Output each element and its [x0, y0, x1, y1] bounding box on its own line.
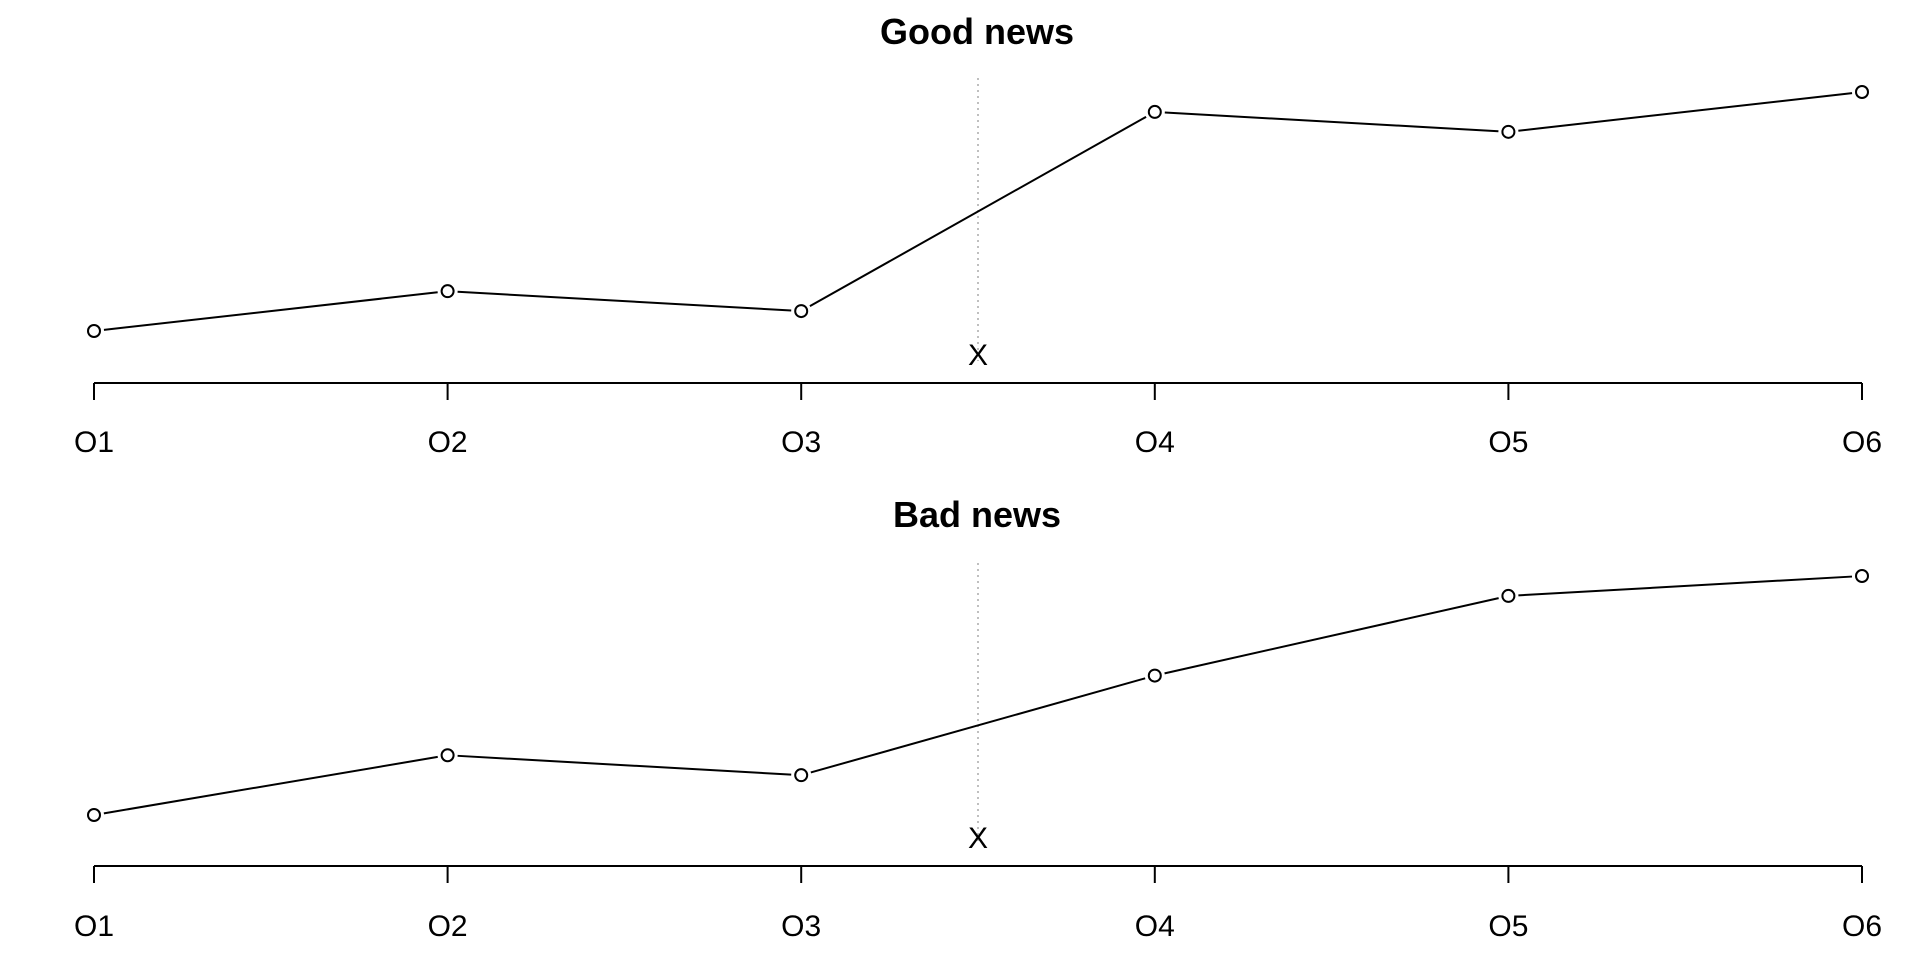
event-marker-label: X: [968, 339, 988, 372]
x-tick-label: O5: [1488, 910, 1528, 943]
chart-title: Good news: [880, 11, 1074, 52]
series-line-segment: [1518, 575, 1853, 597]
x-tick-label: O6: [1842, 910, 1882, 943]
data-point: [794, 768, 809, 783]
x-tick-label: O2: [428, 910, 468, 943]
series-line-segment: [1164, 597, 1499, 675]
series-line-segment: [457, 290, 792, 312]
x-tick-label: O4: [1135, 910, 1175, 943]
data-point: [440, 284, 455, 299]
data-point: [1501, 124, 1516, 139]
x-tick-label: O4: [1135, 426, 1175, 459]
series-line-segment: [1164, 111, 1499, 133]
data-point: [440, 748, 455, 763]
data-point: [1855, 569, 1869, 583]
series-line-segment: [810, 677, 1146, 774]
x-tick-label: O2: [428, 426, 468, 459]
series-line-segment: [103, 291, 438, 331]
data-point: [1147, 104, 1162, 119]
series-line-segment: [1518, 92, 1853, 132]
chart-panel-1: Good news X O1 O2 O3 O4 O5 O6: [74, 11, 1882, 459]
x-tick-label: O1: [74, 426, 114, 459]
x-tick-label: O5: [1488, 426, 1528, 459]
x-tick-label: O1: [74, 910, 114, 943]
data-point: [87, 324, 101, 338]
x-tick-label: O3: [781, 910, 821, 943]
data-point: [1501, 588, 1516, 603]
data-point: [87, 808, 101, 822]
data-point: [794, 304, 809, 319]
x-tick-label: O3: [781, 426, 821, 459]
series-line-segment: [457, 754, 792, 776]
x-tick-label: O6: [1842, 426, 1882, 459]
event-marker-label: X: [968, 822, 988, 855]
chart-title: Bad news: [893, 494, 1061, 535]
data-point: [1855, 85, 1869, 99]
series-line-segment: [809, 115, 1147, 308]
chart-panel-2: Bad news X O1 O2 O3 O4 O5 O6: [74, 494, 1882, 943]
data-point: [1147, 668, 1162, 683]
series-line-segment: [103, 755, 438, 815]
